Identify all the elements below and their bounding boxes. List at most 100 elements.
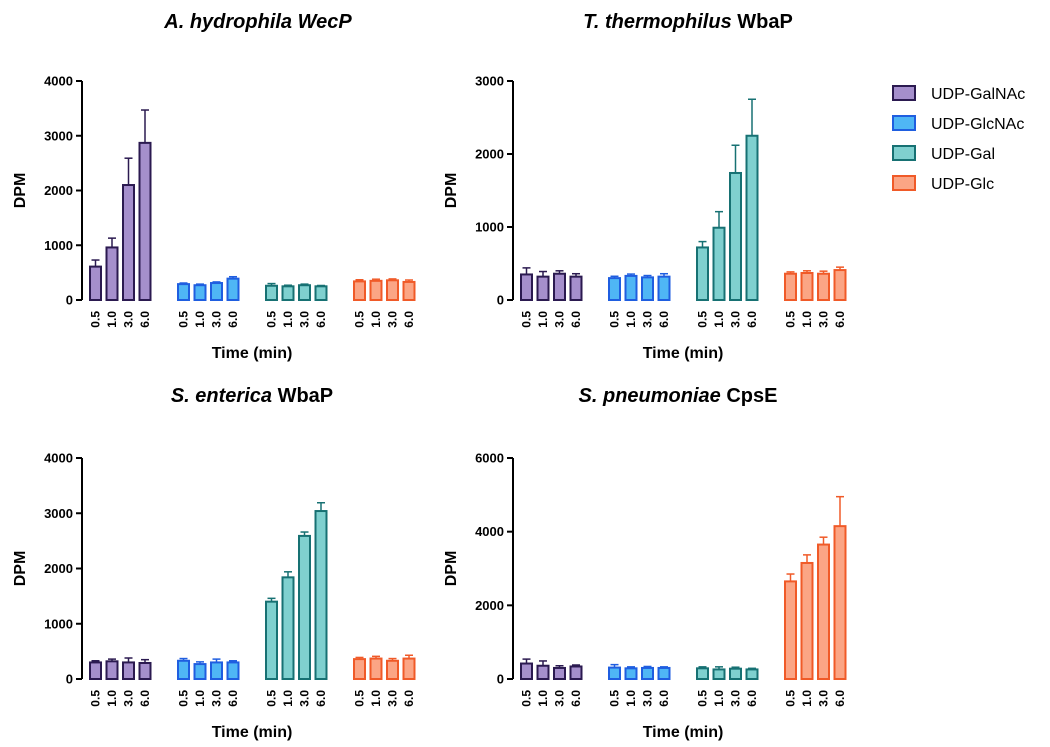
chart-title-species: S. enterica — [171, 385, 272, 407]
bar — [608, 666, 621, 680]
x-tick-label: 6.0 — [833, 690, 847, 707]
x-tick-label: 1.0 — [369, 311, 383, 328]
x-tick-label: 1.0 — [536, 311, 550, 328]
y-tick-label: 3000 — [475, 74, 504, 89]
bar — [624, 667, 638, 681]
x-tick-label: 0.5 — [520, 311, 534, 328]
bar — [553, 272, 566, 302]
bar — [402, 280, 416, 301]
x-tick-label: 1.0 — [105, 311, 119, 328]
x-tick-label: 6.0 — [569, 311, 583, 328]
x-tick-label: 1.0 — [281, 311, 295, 328]
legend-swatch — [892, 115, 916, 131]
bar — [226, 277, 240, 301]
bar — [210, 282, 223, 301]
x-tick-label: 6.0 — [226, 690, 240, 707]
bar — [569, 275, 583, 302]
bar — [193, 663, 207, 681]
y-tick-label: 2000 — [475, 598, 504, 613]
legend-swatch — [892, 85, 916, 101]
legend-item: UDP-GalNAc — [892, 85, 1025, 103]
legend: UDP-GalNAc UDP-GlcNAc UDP-Gal UDP-Glc — [892, 85, 1025, 193]
y-tick-label: 1000 — [44, 238, 73, 253]
y-tick-label: 4000 — [475, 524, 504, 539]
bar — [386, 279, 399, 302]
legend-label: UDP-Gal — [931, 146, 995, 163]
x-tick-label: 3.0 — [729, 311, 743, 328]
chart-title: S. pneumoniae CpsE — [579, 385, 778, 407]
x-tick-label: 1.0 — [800, 690, 814, 707]
legend-item: UDP-GlcNAc — [892, 115, 1024, 133]
bar — [105, 660, 119, 681]
bar — [122, 661, 135, 680]
bar — [193, 284, 207, 301]
y-axis-label: DPM — [443, 173, 460, 209]
bar — [138, 141, 152, 301]
bar — [177, 283, 190, 301]
x-tick-label: 1.0 — [712, 311, 726, 328]
bar — [353, 658, 366, 680]
bar — [817, 543, 830, 681]
x-tick-label: 0.5 — [353, 690, 367, 707]
x-tick-label: 6.0 — [138, 690, 152, 707]
bar — [402, 657, 416, 680]
legend-swatch — [892, 175, 916, 191]
bar — [624, 274, 638, 302]
x-tick-label: 3.0 — [817, 690, 831, 707]
bar — [641, 276, 654, 301]
bar — [833, 269, 847, 302]
bar — [745, 134, 759, 301]
y-tick-label: 4000 — [44, 451, 73, 466]
y-tick-label: 0 — [66, 293, 73, 308]
y-tick-label: 1000 — [44, 616, 73, 631]
bar — [265, 284, 278, 302]
x-tick-label: 6.0 — [657, 690, 671, 707]
y-axis-label: DPM — [12, 173, 29, 209]
bar — [226, 661, 240, 680]
bar — [536, 275, 550, 302]
x-tick-label: 6.0 — [745, 690, 759, 707]
legend-label: UDP-Glc — [931, 176, 994, 193]
x-tick-label: 0.5 — [89, 690, 103, 707]
chart-title-protein: WbaP — [732, 11, 793, 33]
legend-item: UDP-Glc — [892, 175, 994, 193]
y-tick-label: 4000 — [44, 74, 73, 89]
bar — [729, 171, 742, 301]
y-tick-label: 3000 — [44, 506, 73, 521]
bar — [520, 273, 533, 302]
x-tick-label: 1.0 — [193, 690, 207, 707]
bar — [657, 275, 671, 302]
bar — [353, 280, 366, 302]
x-tick-label: 1.0 — [624, 311, 638, 328]
x-tick-label: 0.5 — [265, 690, 279, 707]
legend-label: UDP-GalNAc — [931, 86, 1025, 103]
x-axis-label: Time (min) — [212, 724, 293, 741]
x-tick-label: 1.0 — [712, 690, 726, 707]
x-tick-label: 1.0 — [624, 690, 638, 707]
x-tick-label: 3.0 — [729, 690, 743, 707]
y-axis-label: DPM — [12, 551, 29, 587]
x-tick-label: 1.0 — [800, 311, 814, 328]
chart-title-species: T. thermophilus — [583, 11, 732, 33]
x-tick-label: 6.0 — [314, 690, 328, 707]
x-tick-label: 0.5 — [784, 690, 798, 707]
x-tick-label: 1.0 — [536, 690, 550, 707]
x-tick-label: 1.0 — [369, 690, 383, 707]
chart-title-protein: WbaP — [272, 385, 333, 407]
x-tick-label: 0.5 — [89, 311, 103, 328]
x-tick-label: 3.0 — [553, 311, 567, 328]
x-tick-label: 1.0 — [105, 690, 119, 707]
bar — [833, 525, 847, 680]
y-tick-label: 0 — [497, 672, 504, 687]
y-tick-label: 0 — [66, 672, 73, 687]
bar — [536, 664, 550, 680]
chart-title-species: A. hydrophila WecP — [163, 11, 352, 33]
bar — [657, 666, 671, 681]
x-tick-label: 6.0 — [226, 311, 240, 328]
x-tick-label: 3.0 — [641, 690, 655, 707]
x-tick-label: 0.5 — [696, 690, 710, 707]
bar — [138, 661, 152, 680]
x-tick-label: 6.0 — [402, 311, 416, 328]
x-tick-label: 6.0 — [569, 690, 583, 707]
